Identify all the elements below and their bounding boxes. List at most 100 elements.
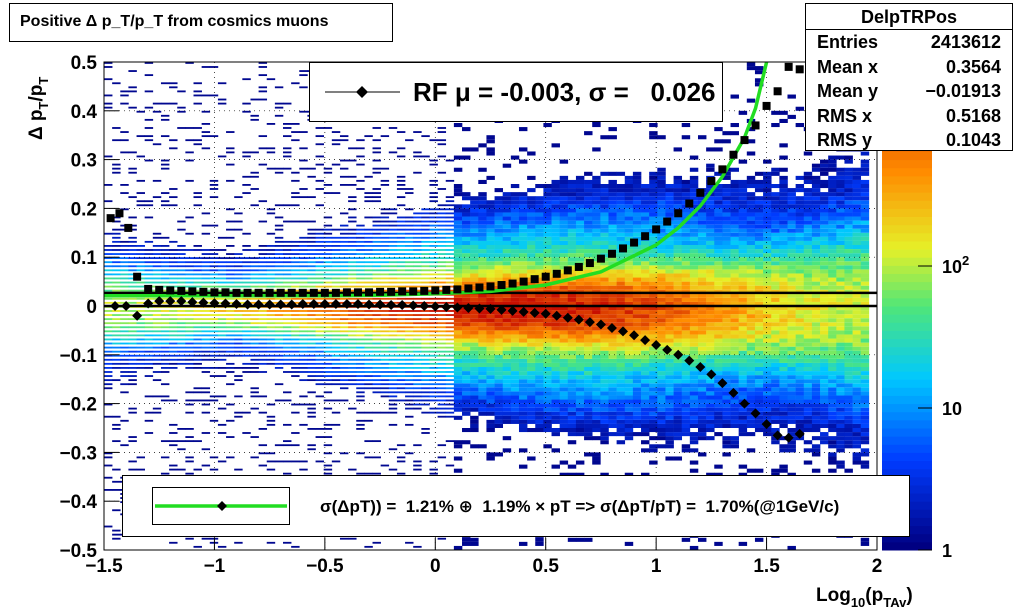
data-point-mean bbox=[551, 310, 562, 321]
stats-value: −0.01913 bbox=[925, 81, 1001, 101]
data-point-sigma bbox=[663, 217, 672, 226]
legend-resolution: σ(ΔpT)) = 1.21% ⊕ 1.19% × pT => σ(ΔpT/pT… bbox=[122, 475, 910, 537]
data-point-sigma bbox=[331, 288, 340, 297]
data-point-sigma bbox=[784, 62, 793, 71]
data-point-sigma bbox=[124, 223, 133, 232]
data-point-mean bbox=[640, 335, 651, 346]
stats-row: Mean x 0.3564 bbox=[806, 55, 1012, 80]
stats-row: RMS y 0.1043 bbox=[806, 128, 1012, 153]
data-point-sigma bbox=[106, 214, 115, 223]
y-tick-label: −0.2 bbox=[59, 395, 97, 416]
y-tick-label: −0.5 bbox=[59, 541, 97, 562]
data-point-sigma bbox=[486, 282, 495, 291]
stats-row: Entries 2413612 bbox=[806, 30, 1012, 55]
data-point-mean bbox=[132, 310, 143, 321]
data-point-sigma bbox=[420, 286, 429, 295]
data-point-sigma bbox=[652, 225, 661, 234]
data-point-mean bbox=[264, 299, 275, 310]
data-point-sigma bbox=[188, 287, 197, 296]
data-point-mean bbox=[143, 298, 154, 309]
data-point-sigma bbox=[365, 288, 374, 297]
stats-row: RMS x 0.5168 bbox=[806, 104, 1012, 129]
data-point-mean bbox=[606, 322, 617, 333]
data-point-mean bbox=[518, 306, 529, 317]
data-point-sigma bbox=[221, 288, 230, 297]
data-point-mean bbox=[165, 296, 176, 307]
data-point-sigma bbox=[155, 285, 164, 294]
data-point-sigma bbox=[376, 287, 385, 296]
stats-row: Mean y −0.01913 bbox=[806, 79, 1012, 104]
data-point-sigma bbox=[276, 288, 285, 297]
data-point-mean bbox=[154, 296, 165, 307]
legend-fit-result: RF μ = -0.003, σ = 0.026 bbox=[309, 62, 723, 122]
stats-value: 0.5168 bbox=[945, 105, 1001, 126]
legend-fit-text: RF μ = -0.003, σ = 0.026 bbox=[413, 77, 716, 107]
data-point-mean bbox=[308, 299, 319, 310]
data-point-sigma bbox=[431, 286, 440, 295]
data-point-sigma bbox=[674, 209, 683, 218]
data-point-sigma bbox=[210, 288, 219, 297]
data-point-sigma bbox=[398, 287, 407, 296]
x-ticks: −1.5 −1 −0.5 0 0.5 1 1.5 2 bbox=[85, 538, 882, 577]
data-point-sigma bbox=[762, 101, 771, 110]
colorbar-tick-label: 10 bbox=[942, 399, 962, 419]
colorbar-tick-label: 1 bbox=[942, 541, 952, 561]
plot-title-box: Positive Δ p_T/p_T from cosmics muons bbox=[9, 3, 393, 42]
data-point-mean bbox=[474, 303, 485, 314]
data-point-mean bbox=[595, 319, 606, 330]
stats-value: 2413612 bbox=[930, 32, 1001, 52]
data-point-sigma bbox=[409, 287, 418, 296]
x-tick-label: 1 bbox=[651, 556, 662, 577]
data-point-sigma bbox=[199, 287, 208, 296]
data-point-sigma bbox=[596, 254, 605, 263]
data-point-mean bbox=[198, 297, 209, 308]
x-tick-label: 0 bbox=[430, 556, 441, 577]
data-point-mean bbox=[352, 299, 363, 310]
data-point-mean bbox=[739, 398, 750, 409]
y-tick-label: 0.3 bbox=[71, 151, 97, 172]
stats-label: Entries bbox=[817, 32, 879, 52]
data-point-mean bbox=[529, 307, 540, 318]
data-point-mean bbox=[242, 299, 253, 310]
data-point-sigma bbox=[254, 288, 263, 297]
data-point-mean bbox=[341, 299, 352, 310]
data-point-sigma bbox=[232, 288, 241, 297]
data-point-mean bbox=[441, 301, 452, 312]
data-point-sigma bbox=[641, 232, 650, 241]
data-point-mean bbox=[618, 326, 629, 337]
data-point-mean bbox=[430, 301, 441, 312]
data-point-mean bbox=[408, 300, 419, 311]
y-tick-label: 0 bbox=[86, 297, 97, 318]
data-point-sigma bbox=[133, 272, 142, 281]
data-point-mean bbox=[761, 419, 772, 430]
y-axis-label: Δ pT/pT bbox=[26, 77, 51, 140]
data-point-sigma bbox=[387, 287, 396, 296]
data-point-mean bbox=[695, 362, 706, 372]
data-point-mean bbox=[584, 317, 595, 328]
data-point-sigma bbox=[729, 150, 738, 159]
data-point-mean bbox=[540, 308, 551, 319]
data-point-sigma bbox=[751, 121, 760, 130]
x-tick-label: 0.5 bbox=[533, 556, 560, 577]
data-point-sigma bbox=[287, 288, 296, 297]
data-point-mean bbox=[375, 299, 386, 310]
data-point-sigma bbox=[718, 165, 727, 174]
legend-marker-icon bbox=[325, 86, 400, 98]
stats-label: RMS y bbox=[817, 130, 873, 150]
data-point-sigma bbox=[574, 262, 583, 271]
x-axis-label: Log10(pTAv) bbox=[816, 585, 913, 610]
data-point-sigma bbox=[243, 288, 252, 297]
data-point-mean bbox=[330, 299, 341, 310]
data-point-sigma bbox=[342, 288, 351, 297]
data-point-mean bbox=[176, 296, 187, 307]
data-point-mean bbox=[319, 299, 330, 310]
data-point-mean bbox=[507, 305, 518, 316]
colorbar-tick-label: 102 bbox=[942, 253, 969, 277]
data-point-mean bbox=[121, 301, 132, 311]
data-point-sigma bbox=[541, 272, 550, 281]
data-point-sigma bbox=[519, 277, 528, 286]
data-point-sigma bbox=[353, 288, 362, 297]
data-point-mean bbox=[485, 303, 496, 314]
data-point-mean bbox=[673, 349, 684, 360]
data-point-mean bbox=[662, 344, 673, 355]
